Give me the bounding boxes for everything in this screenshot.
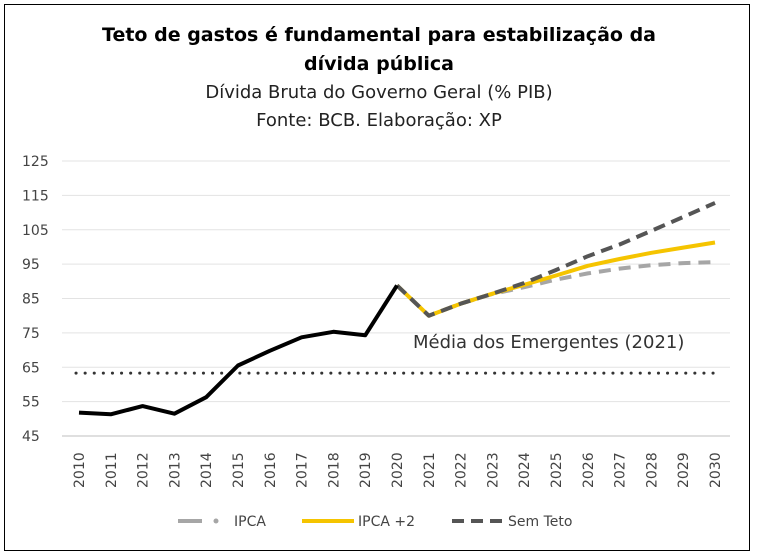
- x-tick-label: 2029: [676, 452, 692, 488]
- x-tick-label: 2019: [358, 452, 374, 488]
- chart-subtitle-line1: Dívida Bruta do Governo Geral (% PIB): [205, 82, 553, 103]
- x-tick-label: 2018: [326, 452, 342, 488]
- chart-frame: [4, 4, 750, 551]
- x-tick-label: 2015: [231, 452, 247, 488]
- series-line-2: [395, 201, 716, 318]
- x-tick-label: 2025: [549, 452, 565, 488]
- x-tick-label: 2023: [485, 452, 501, 488]
- y-tick-label: 95: [22, 257, 40, 273]
- x-tick-label: 2026: [581, 452, 597, 488]
- legend-label: IPCA +2: [358, 514, 415, 530]
- x-tick-label: 2028: [644, 452, 660, 488]
- series-line-1: [395, 240, 716, 318]
- x-tick-label: 2011: [104, 452, 120, 488]
- y-tick-label: 85: [22, 292, 40, 308]
- x-tick-label: 2021: [422, 452, 438, 488]
- y-tick-label: 115: [22, 188, 49, 204]
- x-tick-label: 2030: [708, 452, 724, 488]
- reference-line-label: Média dos Emergentes (2021): [413, 332, 684, 353]
- historical-line: [78, 284, 399, 417]
- chart-subtitle-line2: Fonte: BCB. Elaboração: XP: [256, 110, 502, 131]
- y-tick-label: 125: [22, 154, 49, 170]
- y-tick-label: 45: [22, 429, 40, 445]
- chart-title-line2: dívida pública: [304, 53, 454, 75]
- x-tick-label: 2027: [613, 452, 629, 488]
- y-tick-label: 75: [22, 326, 40, 342]
- legend-label: Sem Teto: [508, 514, 572, 530]
- chart-title-line1: Teto de gastos é fundamental para estabi…: [102, 24, 656, 46]
- y-tick-label: 105: [22, 223, 49, 239]
- x-tick-label: 2012: [136, 452, 152, 488]
- x-tick-label: 2014: [199, 452, 215, 488]
- x-tick-label: 2020: [390, 452, 406, 488]
- legend-label: IPCA: [234, 514, 266, 530]
- x-tick-label: 2022: [454, 452, 470, 488]
- x-tick-label: 2024: [517, 452, 533, 488]
- legend-swatch-dot: [213, 518, 219, 524]
- x-tick-label: 2017: [295, 452, 311, 488]
- x-tick-label: 2016: [263, 452, 279, 488]
- x-tick-label: 2013: [167, 452, 183, 488]
- x-tick-label: 2010: [72, 452, 88, 488]
- y-tick-label: 55: [22, 395, 40, 411]
- y-tick-label: 65: [22, 360, 40, 376]
